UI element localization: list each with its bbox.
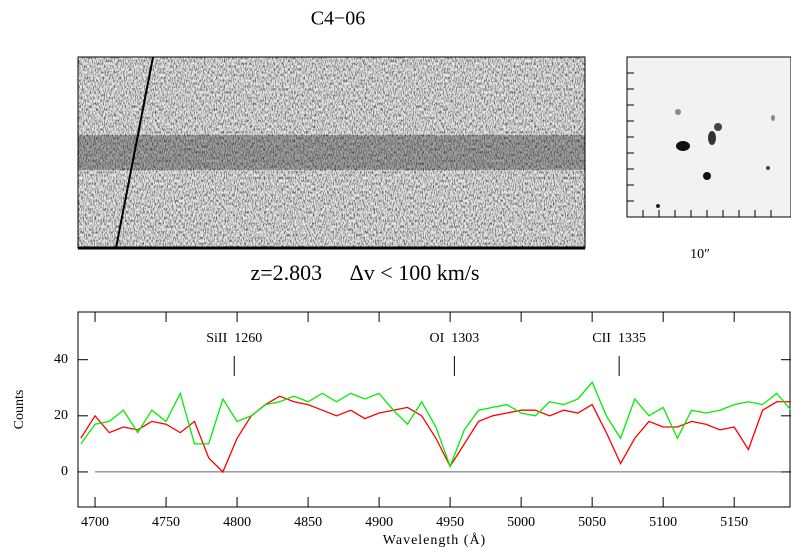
spectrum-2d — [77, 56, 586, 250]
x-tick-label: 5000 — [507, 515, 535, 530]
y-axis-label: Counts — [12, 390, 27, 430]
x-tick-label: 5100 — [649, 515, 677, 530]
spectrum-line — [80, 395, 791, 474]
y-tick-label: 40 — [54, 352, 68, 367]
source — [676, 141, 690, 151]
x-tick-label: 4800 — [223, 515, 251, 530]
slit-line — [115, 56, 154, 249]
x-tick-label: 4900 — [365, 515, 393, 530]
y-tick-label: 20 — [54, 408, 68, 423]
thumbnail — [626, 56, 791, 218]
x-tick-label: 5050 — [578, 515, 606, 530]
source — [656, 204, 660, 208]
x-tick-label: 5150 — [720, 515, 748, 530]
x-tick-label: 4750 — [152, 515, 180, 530]
redshift-label: z=2.803 Δv < 100 km/s — [250, 260, 479, 285]
y-tick-label: 0 — [61, 464, 68, 479]
source — [766, 166, 770, 170]
trace — [78, 135, 585, 170]
spectrum-2d-noise — [78, 57, 585, 248]
spectrum-line — [80, 380, 791, 469]
source — [771, 115, 775, 121]
line-label: OI 1303 — [429, 331, 479, 346]
line-label: CII 1335 — [592, 331, 646, 346]
line-label: SiII 1260 — [206, 331, 262, 346]
thumbnail-ticks — [627, 72, 772, 217]
title: C4−06 — [311, 8, 366, 30]
source — [675, 109, 681, 115]
x-tick-label: 4850 — [294, 515, 322, 530]
x-tick-label: 4700 — [81, 515, 109, 530]
source — [708, 131, 716, 145]
source — [714, 123, 722, 131]
source — [703, 172, 711, 180]
x-axis-label: Wavelength (Å) — [383, 532, 486, 548]
scale-label: 10″ — [690, 247, 710, 262]
x-tick-label: 4950 — [436, 515, 464, 530]
